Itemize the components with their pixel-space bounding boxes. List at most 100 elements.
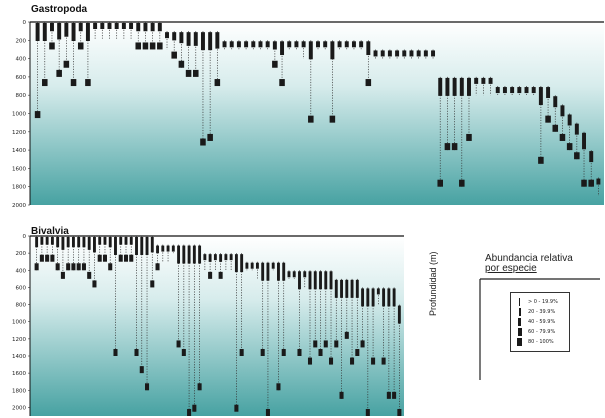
species-abundance-block (260, 349, 265, 356)
legend-title-line1: Abundancia relativa (485, 253, 573, 264)
species-abundance-block (40, 237, 44, 245)
species-abundance-block (157, 23, 162, 32)
species-abundance-block (208, 271, 213, 279)
species-abundance-block (318, 349, 323, 356)
species-abundance-block (98, 237, 102, 245)
species-abundance-block (546, 87, 551, 99)
species-abundance-block (200, 138, 206, 146)
species-abundance-block (366, 41, 371, 56)
species-abundance-block (100, 23, 105, 29)
species-abundance-block (365, 79, 372, 87)
species-abundance-block (234, 404, 239, 412)
species-abundance-block (423, 50, 428, 57)
species-abundance-block (308, 41, 313, 60)
legend-label: > 0 - 19.9% (528, 299, 558, 305)
species-abundance-block (129, 23, 134, 29)
species-abundance-block (165, 32, 169, 39)
species-abundance-block (474, 77, 479, 84)
species-abundance-block (266, 262, 270, 281)
species-abundance-block (114, 237, 117, 255)
species-abundance-block (282, 262, 286, 281)
y-tick-label: 1200 (12, 337, 26, 343)
y-tick-label: 0 (23, 234, 27, 240)
species-abundance-block (236, 41, 241, 48)
species-abundance-block (203, 254, 207, 261)
species-abundance-block (323, 340, 328, 348)
species-abundance-block (185, 69, 192, 77)
species-abundance-block (97, 254, 102, 262)
species-abundance-block (71, 23, 76, 41)
species-abundance-block (459, 179, 465, 187)
species-abundance-block (466, 133, 472, 141)
species-abundance-block (50, 237, 54, 245)
species-abundance-block (219, 254, 223, 262)
species-abundance-block (582, 132, 587, 150)
species-abundance-block (574, 123, 579, 135)
legend-mark-5 (517, 338, 522, 346)
species-abundance-block (85, 79, 91, 87)
y-tick-label: 1200 (12, 130, 26, 136)
species-abundance-block (244, 41, 249, 48)
species-abundance-block (136, 23, 141, 32)
species-abundance-block (481, 77, 486, 84)
species-abundance-block (294, 41, 299, 48)
species-abundance-block (60, 271, 65, 279)
species-abundance-block (566, 143, 573, 151)
species-abundance-block (340, 279, 343, 298)
species-abundance-block (271, 262, 275, 269)
species-abundance-block (459, 77, 464, 96)
species-abundance-block (229, 254, 233, 261)
species-abundance-block (596, 178, 601, 185)
species-abundance-block (134, 349, 139, 356)
species-abundance-block (330, 41, 335, 60)
species-abundance-block (171, 245, 175, 252)
species-abundance-block (276, 383, 281, 391)
species-abundance-block (192, 245, 196, 264)
species-abundance-block (78, 23, 83, 32)
species-abundance-block (213, 254, 217, 261)
species-abundance-block (495, 87, 500, 94)
species-abundance-block (350, 279, 354, 298)
species-abundance-block (360, 340, 365, 348)
species-abundance-block (313, 271, 317, 290)
species-abundance-block (145, 237, 149, 255)
species-abundance-block (438, 77, 443, 96)
species-abundance-block (87, 271, 92, 279)
species-abundance-block (277, 262, 280, 281)
legend-label: 40 - 59.9% (528, 319, 556, 325)
species-abundance-block (437, 179, 443, 187)
species-abundance-block (560, 105, 565, 117)
species-abundance-block (177, 245, 181, 264)
species-abundance-block (402, 50, 407, 57)
species-abundance-block (380, 50, 385, 57)
species-abundance-block (187, 409, 192, 416)
species-abundance-block (56, 237, 60, 248)
species-abundance-block (71, 237, 75, 248)
legend-mark-1 (519, 298, 520, 306)
species-abundance-block (250, 262, 254, 269)
species-abundance-block (382, 288, 386, 307)
species-abundance-block (387, 50, 392, 57)
y-tick-label: 2000 (12, 203, 26, 209)
species-abundance-block (166, 245, 170, 252)
species-abundance-block (49, 42, 55, 50)
species-abundance-block (251, 41, 256, 48)
species-abundance-block (45, 237, 49, 245)
species-abundance-block (517, 87, 522, 94)
species-abundance-block (409, 50, 414, 57)
species-abundance-block (239, 349, 244, 356)
legend-mark-4 (517, 328, 522, 336)
species-abundance-block (208, 32, 213, 51)
legend-label: 20 - 39.9% (528, 309, 556, 315)
species-abundance-block (552, 124, 559, 132)
species-abundance-block (55, 263, 60, 271)
species-abundance-block (307, 357, 313, 365)
species-abundance-block (114, 23, 119, 29)
species-abundance-block (77, 237, 81, 248)
species-abundance-block (371, 357, 376, 365)
species-abundance-block (93, 237, 96, 253)
species-abundance-block (187, 245, 191, 264)
y-tick-label: 200 (16, 38, 27, 44)
species-abundance-block (71, 263, 76, 271)
species-abundance-block (135, 237, 138, 255)
